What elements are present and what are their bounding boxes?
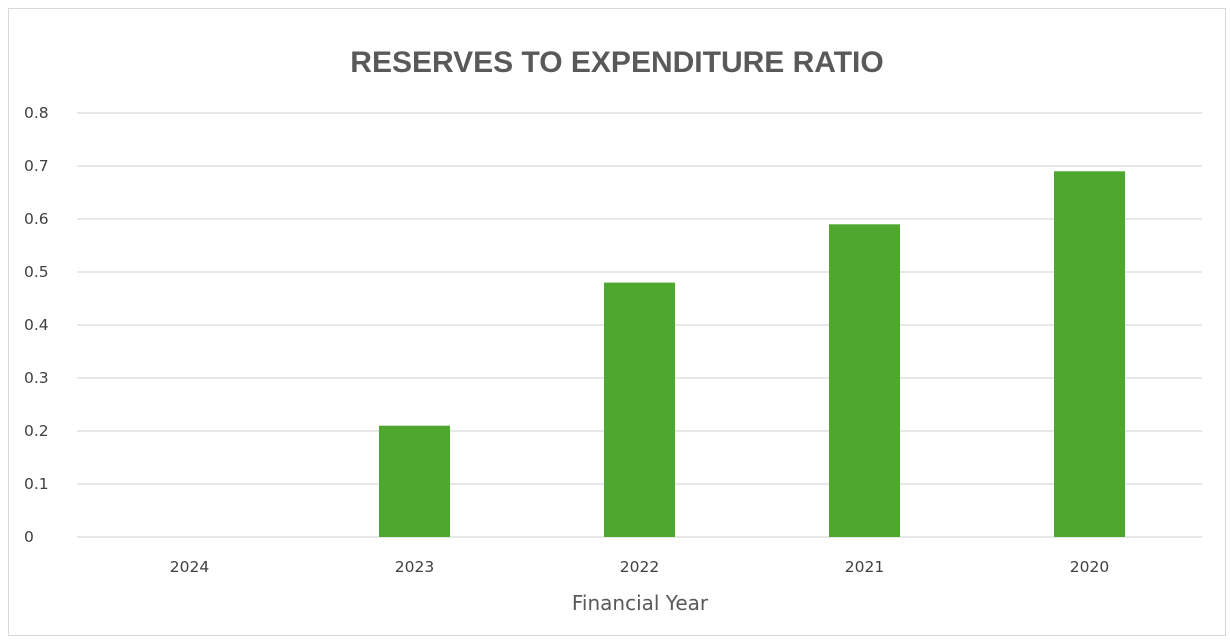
bar-2020 — [1054, 171, 1125, 538]
bar-2021 — [829, 224, 900, 538]
y-axis-ticks: 0 0.1 0.2 0.3 0.4 0.5 0.6 0.7 0.8 — [24, 104, 49, 546]
y-tick-label: 0.6 — [24, 210, 49, 228]
y-tick-label: 0.5 — [24, 263, 49, 281]
x-tick-label: 2022 — [620, 558, 659, 576]
gridlines — [77, 112, 1202, 538]
x-axis-title: Financial Year — [572, 591, 709, 615]
bars — [379, 171, 1125, 538]
y-tick-label: 0.4 — [24, 316, 49, 334]
bar-2023 — [379, 425, 450, 537]
x-axis-ticks: 2024 2023 2022 2021 2020 — [170, 558, 1109, 576]
chart-title: RESERVES TO EXPENDITURE RATIO — [350, 46, 883, 79]
x-tick-label: 2021 — [845, 558, 884, 576]
y-tick-label: 0.7 — [24, 157, 49, 175]
y-tick-label: 0.2 — [24, 422, 49, 440]
y-tick-label: 0.8 — [24, 104, 49, 122]
y-tick-label: 0 — [24, 528, 34, 546]
y-tick-label: 0.1 — [24, 475, 49, 493]
x-tick-label: 2024 — [170, 558, 209, 576]
x-tick-label: 2020 — [1070, 558, 1109, 576]
x-tick-label: 2023 — [395, 558, 434, 576]
bar-2022 — [604, 282, 675, 537]
y-tick-label: 0.3 — [24, 369, 49, 387]
